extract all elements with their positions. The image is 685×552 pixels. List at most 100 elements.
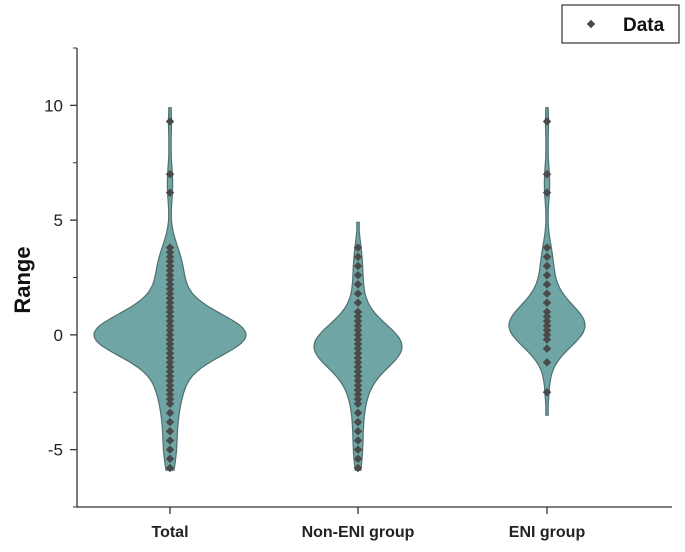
data-point xyxy=(353,298,363,307)
data-point xyxy=(165,307,175,317)
x-tick-label: Total xyxy=(151,524,188,541)
data-point xyxy=(542,307,552,317)
data-point xyxy=(165,330,175,340)
data-point xyxy=(165,321,175,330)
data-point xyxy=(353,408,363,418)
data-point xyxy=(353,358,363,367)
x-ticks: Total Non-ENI group ENI group xyxy=(151,507,585,541)
x-tick-label: Non-ENI group xyxy=(302,524,415,541)
data-point xyxy=(353,385,363,395)
data-point xyxy=(165,348,175,358)
data-point xyxy=(165,169,175,179)
data-point xyxy=(165,293,175,303)
data-point xyxy=(353,399,363,408)
data-point xyxy=(165,312,175,321)
data-point xyxy=(542,326,552,335)
data-point xyxy=(353,339,363,349)
y-tick-label: -5 xyxy=(48,441,63,460)
data-point xyxy=(165,427,175,436)
data-point xyxy=(353,280,363,289)
data-point xyxy=(165,385,175,395)
data-point xyxy=(353,390,363,399)
data-point xyxy=(165,358,175,367)
data-point xyxy=(353,330,363,340)
data-point xyxy=(353,362,363,372)
data-point xyxy=(165,261,175,271)
data-point xyxy=(165,248,175,257)
data-point xyxy=(165,367,175,376)
data-point xyxy=(165,408,175,418)
data-point xyxy=(353,261,363,271)
data-point xyxy=(542,270,552,280)
data-point xyxy=(165,243,175,252)
y-axis-title: Range xyxy=(10,246,35,313)
data-point xyxy=(165,353,175,363)
data-point xyxy=(165,436,175,445)
data-point xyxy=(542,344,552,353)
data-point xyxy=(353,321,363,330)
data-point xyxy=(165,417,175,427)
data-point xyxy=(542,388,552,397)
data-point xyxy=(165,445,175,454)
x-tick-label: ENI group xyxy=(509,524,586,541)
data-point xyxy=(353,344,363,353)
data-point xyxy=(165,335,175,344)
data-point xyxy=(353,243,363,252)
data-point xyxy=(165,394,175,404)
y-ticks: -5 0 5 10 xyxy=(44,47,77,508)
data-point xyxy=(542,261,552,271)
data-point xyxy=(353,316,363,326)
data-point xyxy=(165,362,175,372)
data-point xyxy=(353,381,363,390)
data-point xyxy=(165,188,175,197)
data-point xyxy=(353,463,363,473)
data-point xyxy=(165,399,175,408)
data-point xyxy=(165,266,175,275)
data-point xyxy=(353,307,363,317)
data-point xyxy=(165,289,175,298)
data-point xyxy=(353,417,363,427)
data-point xyxy=(165,344,175,353)
y-tick-label: 0 xyxy=(54,326,63,345)
data-point xyxy=(542,312,552,321)
data-point xyxy=(353,454,363,464)
data-point xyxy=(542,298,552,307)
data-point xyxy=(165,381,175,390)
data-point xyxy=(542,316,552,326)
data-point xyxy=(353,270,363,280)
data-point xyxy=(165,390,175,399)
data-point xyxy=(353,353,363,363)
data-point xyxy=(353,367,363,376)
data-point xyxy=(165,376,175,386)
data-point xyxy=(165,298,175,307)
data-point xyxy=(542,117,552,126)
data-point xyxy=(165,252,175,262)
data-point xyxy=(542,280,552,289)
data-point xyxy=(353,445,363,454)
data-point xyxy=(542,335,552,344)
data-point xyxy=(165,270,175,280)
data-point xyxy=(165,316,175,326)
data-point xyxy=(353,394,363,404)
y-tick-label: 5 xyxy=(54,211,63,230)
data-point xyxy=(165,257,175,266)
legend-label: Data xyxy=(623,15,665,36)
data-point xyxy=(542,289,552,298)
data-point xyxy=(353,289,363,298)
data-point xyxy=(165,326,175,335)
data-points-layer xyxy=(165,117,552,473)
data-point xyxy=(353,335,363,344)
violin-2 xyxy=(508,107,586,416)
data-point xyxy=(165,339,175,349)
data-point xyxy=(165,463,175,473)
data-point xyxy=(353,348,363,358)
y-tick-label: 10 xyxy=(44,96,63,115)
data-point xyxy=(542,330,552,340)
data-point xyxy=(353,376,363,386)
data-point xyxy=(353,436,363,445)
data-point xyxy=(165,284,175,294)
data-point xyxy=(542,321,552,330)
data-point xyxy=(165,371,175,381)
legend: Data xyxy=(561,4,680,44)
